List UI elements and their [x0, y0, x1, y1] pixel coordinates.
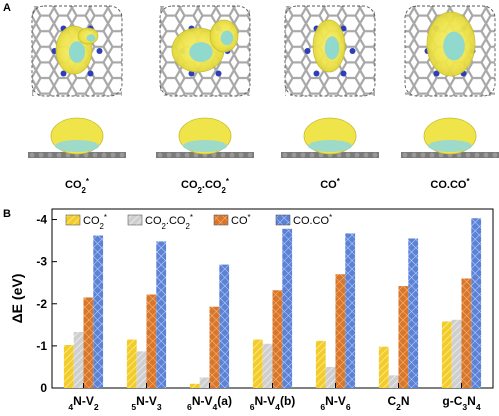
bar-2-2: [136, 351, 147, 388]
bar-3-4: [272, 290, 283, 388]
y-tick-label: 0: [40, 381, 47, 395]
legend-label-1: CO2*: [83, 213, 107, 231]
bar-1-1: [63, 345, 74, 388]
bar-3-3: [209, 306, 220, 388]
bar-1-7: [441, 321, 452, 388]
legend-label-2: CO2.CO2*: [145, 213, 193, 231]
bar-2-4: [262, 343, 273, 388]
structure-4: [401, 5, 499, 158]
bar-1-3: [189, 383, 200, 388]
x-tick-label: 6N-V4(b): [250, 394, 296, 412]
bar-4-6: [408, 238, 419, 388]
bar-4-7: [471, 218, 482, 388]
legend-swatch-4: [275, 214, 291, 226]
y-tick-label: -3: [36, 255, 47, 269]
x-tick-label: 5N-V3: [131, 394, 161, 412]
bar-1-4: [252, 339, 263, 388]
bar-4-1: [93, 235, 104, 388]
bar-3-1: [83, 297, 94, 388]
x-tick-label: 4N-V2: [68, 394, 98, 412]
structure-label-1: CO2*: [65, 177, 90, 195]
structure-1: [28, 5, 126, 158]
x-tick-label: 6N-V4(a): [187, 394, 232, 412]
panel-b-letter: B: [3, 208, 11, 220]
x-tick-label: C2N: [387, 394, 409, 412]
bar-2-6: [388, 375, 399, 388]
bar-3-2: [146, 294, 157, 388]
bar-4-2: [156, 241, 167, 388]
bar-4-5: [345, 233, 356, 388]
y-tick-label: -4: [36, 213, 47, 227]
y-axis-label: ΔE (eV): [9, 274, 25, 324]
bar-1-2: [126, 339, 137, 388]
bar-2-1: [73, 331, 84, 388]
structure-label-2: CO2.CO2*: [181, 177, 230, 195]
bar-4-4: [282, 228, 293, 388]
bar-2-5: [325, 366, 336, 388]
x-tick-label: g-C3N4: [442, 394, 480, 412]
panel-a-structures: CO2* CO2.CO2* CO* CO.CO*: [28, 5, 499, 195]
bar-3-6: [398, 286, 409, 388]
y-tick-label: -2: [36, 297, 47, 311]
bar-4-3: [219, 264, 230, 388]
bar-2-7: [451, 319, 462, 388]
structure-2: [156, 5, 254, 158]
legend-swatch-1: [65, 214, 81, 226]
structure-label-4: CO.CO*: [430, 177, 470, 192]
structure-3: [281, 5, 379, 158]
legend-label-3: CO*: [231, 213, 251, 228]
legend-label-4: CO.CO*: [293, 213, 332, 228]
panel-a-letter: A: [3, 2, 11, 14]
bar-1-6: [378, 346, 389, 388]
legend-swatch-2: [127, 214, 143, 226]
structure-label-3: CO*: [320, 177, 341, 192]
bar-2-3: [199, 377, 210, 388]
y-tick-label: -1: [36, 339, 47, 353]
legend-swatch-3: [213, 214, 229, 226]
x-tick-label: 6N-V6: [320, 394, 350, 412]
energy-bar-chart: 0 -1 -2 -3 -4 ΔE (eV) 4N-V2 5N-V3 6N-V4(a) 6N-V4(…: [9, 208, 494, 412]
bar-1-5: [315, 340, 326, 388]
bar-3-7: [461, 278, 472, 388]
bar-3-5: [335, 274, 346, 388]
